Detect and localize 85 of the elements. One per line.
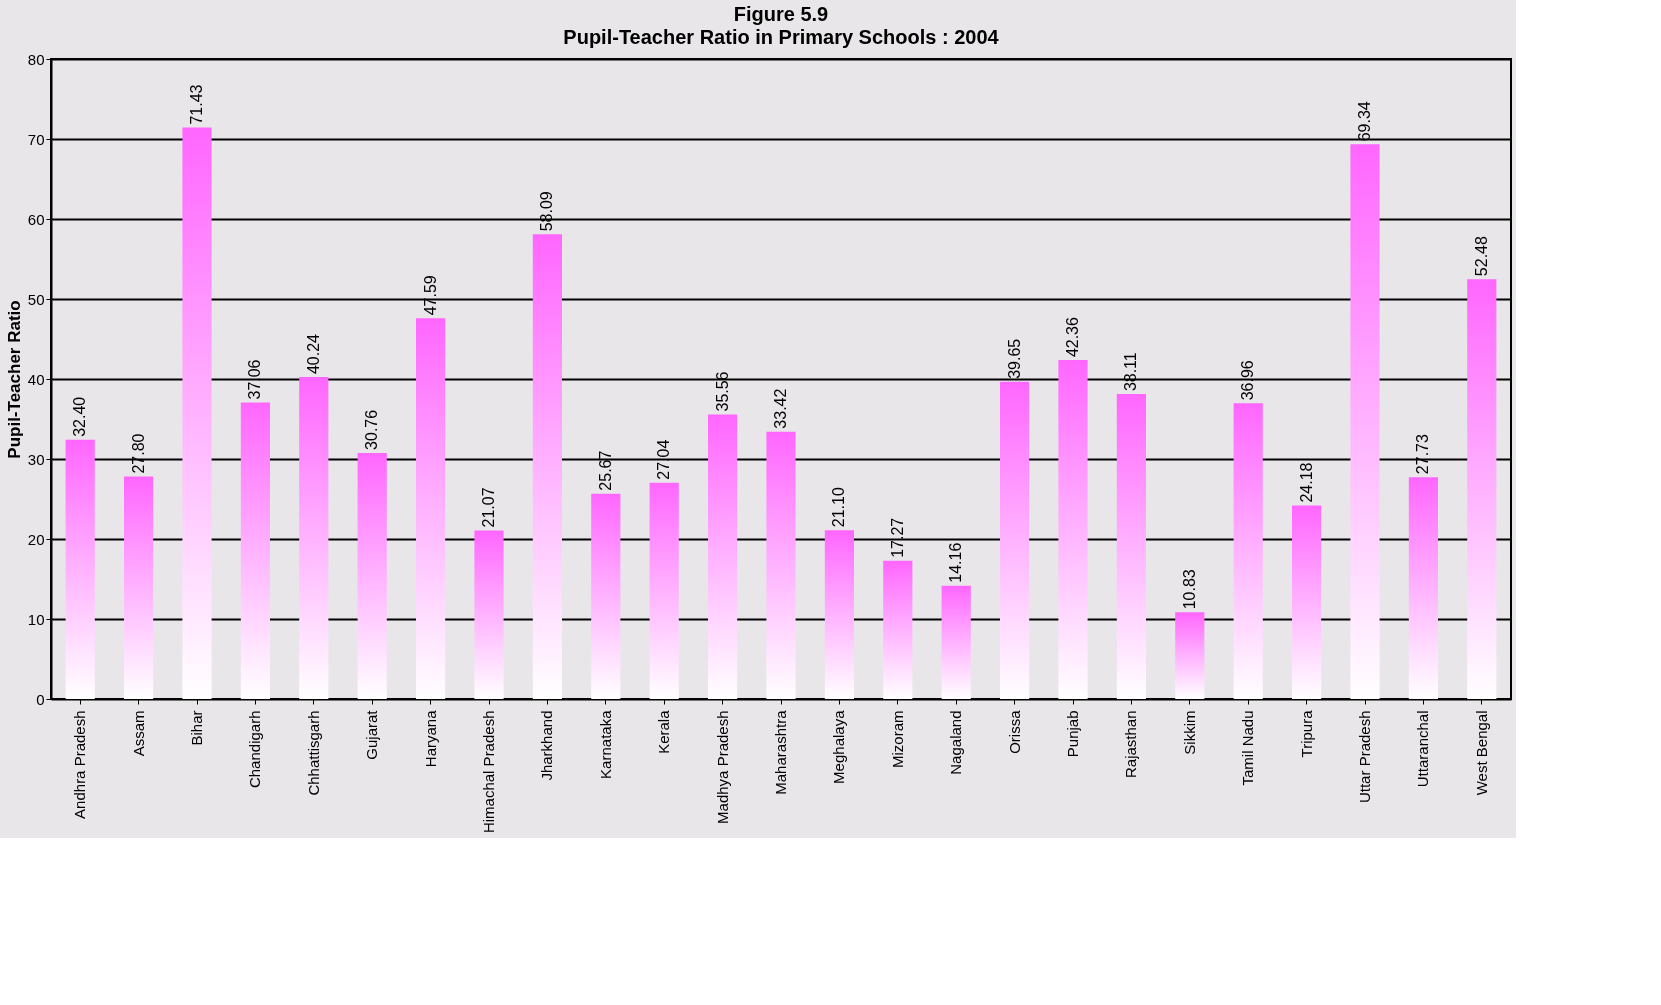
bar — [1233, 403, 1263, 699]
chart-subtitle: Pupil-Teacher Ratio in Primary Schools : 2004 — [563, 26, 1000, 48]
x-tick-label: Orissa — [1005, 709, 1023, 754]
chart-title: Figure 5.9 — [733, 3, 829, 25]
x-tick-label: Maharashtra — [772, 709, 789, 795]
bar — [824, 530, 854, 699]
data-label: 10.83 — [1180, 569, 1198, 610]
x-tick-label: Gujarat — [363, 709, 381, 760]
data-label: 52.48 — [1472, 236, 1490, 277]
data-label: 35.56 — [713, 371, 731, 412]
bar — [766, 431, 796, 699]
data-label: 32.40 — [71, 396, 89, 437]
bar — [357, 452, 387, 699]
x-tick-label: Chandigarh — [246, 710, 264, 789]
bar — [1408, 477, 1438, 699]
bar — [1058, 360, 1088, 699]
data-label: 25.67 — [596, 450, 614, 491]
x-tick-label: Madhya Pradesh — [713, 710, 731, 824]
data-label: 30.76 — [363, 409, 381, 450]
x-tick-label: Meghalaya — [830, 709, 848, 784]
x-tick-label: Himachal Pradesh — [480, 710, 497, 834]
x-tick-label: Uttar Pradesh — [1356, 710, 1373, 804]
data-label: 27.80 — [129, 433, 147, 474]
x-tick-label: Jharkhand — [538, 710, 556, 781]
x-tick-label: Tripura — [1297, 709, 1315, 758]
x-tick-label: Bihar — [188, 710, 205, 746]
bar — [883, 560, 913, 699]
data-label: 21.10 — [830, 487, 848, 528]
data-label: 58.09 — [538, 191, 556, 232]
data-label: 39.65 — [1005, 338, 1023, 379]
y-tick-label: 80 — [27, 50, 45, 68]
y-tick-label: 10 — [27, 610, 45, 628]
bar — [532, 234, 562, 699]
x-tick-label: Kerala — [655, 709, 673, 754]
x-tick-label: Tamil Nadu — [1239, 710, 1257, 786]
x-tick-label: West Bengal — [1472, 710, 1490, 796]
y-tick-label: 70 — [27, 130, 45, 148]
y-tick-label: 40 — [27, 370, 45, 388]
bar — [240, 402, 270, 699]
bar — [708, 414, 738, 699]
data-label: 36.96 — [1239, 360, 1257, 401]
data-label: 37.06 — [246, 359, 264, 400]
y-tick-label: 50 — [27, 290, 45, 308]
bar — [591, 493, 621, 699]
y-tick-label: 30 — [27, 450, 45, 468]
x-tick-label: Assam — [129, 710, 147, 757]
x-tick-label: Rajasthan — [1122, 710, 1140, 779]
bar — [1175, 612, 1205, 699]
x-tick-label: Haryana — [421, 709, 439, 768]
bar — [1000, 381, 1030, 699]
y-tick-label: 0 — [36, 690, 45, 708]
bar — [65, 439, 95, 699]
data-label: 71.43 — [188, 84, 205, 125]
data-label: 33.42 — [772, 388, 789, 429]
bar — [299, 377, 329, 699]
y-tick-label: 20 — [27, 530, 45, 548]
y-axis-title: Pupil-Teacher Ratio — [4, 300, 24, 459]
data-label: 17.27 — [888, 517, 906, 558]
bar — [941, 585, 971, 699]
x-tick-label: Sikkim — [1180, 710, 1198, 755]
bar — [1467, 279, 1497, 699]
x-tick-label: Chhattisgarh — [304, 710, 322, 796]
bar — [416, 318, 446, 699]
x-tick-label: Andhra Pradesh — [71, 710, 89, 819]
bar — [124, 476, 154, 699]
x-tick-label: Nagaland — [947, 710, 965, 775]
data-label: 27.73 — [1414, 434, 1432, 475]
bar — [1116, 394, 1146, 699]
x-tick-label: Punjab — [1064, 710, 1081, 758]
data-label: 24.18 — [1297, 462, 1315, 503]
bar — [474, 530, 504, 699]
data-label: 47.59 — [421, 275, 439, 316]
x-tick-label: Mizoram — [888, 710, 906, 769]
x-tick-label: Uttaranchal — [1414, 710, 1432, 788]
x-tick-label: Karnataka — [596, 709, 614, 779]
bar — [1350, 144, 1380, 699]
data-label: 40.24 — [304, 333, 322, 375]
data-label: 27.04 — [655, 439, 673, 480]
y-tick-label: 60 — [27, 210, 45, 228]
bar — [182, 127, 212, 699]
bar — [649, 482, 679, 699]
data-label: 21.07 — [480, 487, 497, 528]
data-label: 42.36 — [1064, 316, 1081, 358]
data-label: 14.16 — [947, 542, 965, 583]
bar — [1292, 505, 1322, 699]
